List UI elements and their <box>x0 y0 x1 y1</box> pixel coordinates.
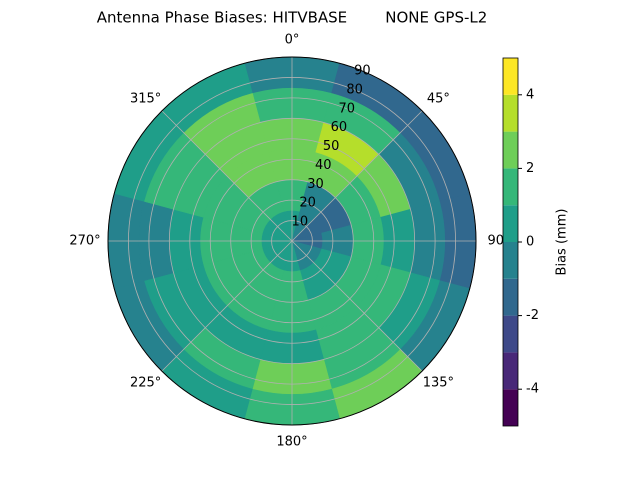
angular-grid-line <box>291 240 423 372</box>
r-tick-label: 20 <box>299 196 316 211</box>
colorbar-tick-label: 0 <box>526 235 534 250</box>
theta-tick-label: 270° <box>69 234 100 249</box>
angular-grid-line <box>291 110 423 242</box>
r-tick-label: 70 <box>338 101 355 116</box>
r-tick-label: 50 <box>323 139 340 154</box>
theta-tick-label: 0° <box>285 33 300 48</box>
polar-frame <box>107 56 477 426</box>
chart-title: Antenna Phase Biases: HITVBASE NONE GPS-… <box>97 9 488 27</box>
colorbar-tick-label: 2 <box>526 161 534 176</box>
r-tick-label: 10 <box>292 215 309 230</box>
colorbar-band <box>503 58 518 95</box>
colorbar-label: Bias (mm) <box>555 209 570 276</box>
r-tick-label: 40 <box>315 158 332 173</box>
colorbar-band <box>503 168 518 206</box>
colorbar-band <box>503 94 518 132</box>
theta-tick-label: 225° <box>130 376 161 391</box>
r-tick-label: 60 <box>331 120 348 135</box>
r-tick-label: 90 <box>354 64 371 79</box>
colorbar-tick-label: 4 <box>526 87 534 102</box>
colorbar-band <box>503 315 518 353</box>
colorbar-band <box>503 352 518 390</box>
r-tick-label: 80 <box>346 82 363 97</box>
theta-tick-label: 315° <box>130 91 161 106</box>
theta-tick-label: 135° <box>423 376 454 391</box>
colorbar-band <box>503 205 518 242</box>
colorbar-tick-label: -4 <box>526 382 539 397</box>
colorbar-band <box>503 242 518 279</box>
colorbar-band <box>503 278 518 316</box>
r-tick-label: 30 <box>307 177 324 192</box>
angular-grid-line <box>161 110 293 242</box>
colorbar-band <box>503 389 518 426</box>
theta-tick-label: 45° <box>427 91 450 106</box>
angular-grid-line <box>161 240 293 372</box>
colorbar-tick-label: -2 <box>526 308 539 323</box>
theta-tick-label: 180° <box>276 435 307 450</box>
colorbar-band <box>503 131 518 169</box>
